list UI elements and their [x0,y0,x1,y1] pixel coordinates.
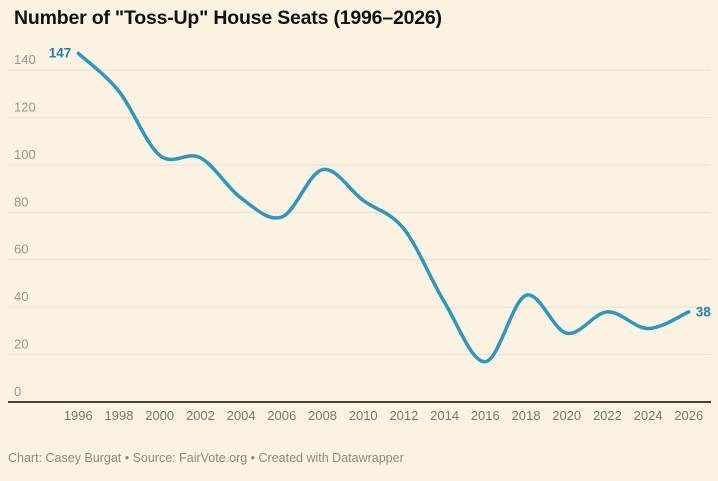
x-tick-label: 2008 [308,408,337,423]
gridlines [8,69,711,403]
x-tick-label: 2014 [430,408,459,423]
y-tick-label: 140 [14,52,36,67]
last-point-label: 38 [696,304,712,319]
chart-title: Number of "Toss-Up" House Seats (1996–20… [14,7,442,29]
y-tick-label: 60 [14,242,28,257]
x-tick-label: 2016 [471,408,500,423]
x-tick-label: 2006 [267,408,296,423]
x-tick-label: 2012 [389,408,418,423]
first-point-label: 147 [49,45,72,60]
y-tick-label: 20 [14,337,28,352]
x-tick-label: 2010 [349,408,378,423]
x-tick-label: 2018 [512,408,541,423]
y-tick-label: 0 [14,384,21,399]
chart-footer: Chart: Casey Burgat • Source: FairVote.o… [8,451,404,465]
x-tick-label: 2026 [674,408,703,423]
x-tick-label: 2002 [186,408,215,423]
x-tick-label: 2020 [552,408,581,423]
x-axis-labels: 1996 1998 2000 2002 2004 2006 2008 2010 2012 2014… [64,408,703,423]
data-line [76,51,691,364]
y-tick-label: 100 [14,147,36,162]
x-tick-label: 1998 [105,408,134,423]
y-tick-label: 40 [14,289,28,304]
y-tick-label: 80 [14,194,28,209]
x-tick-label: 2022 [593,408,622,423]
x-tick-label: 1996 [64,408,93,423]
x-tick-label: 2004 [227,408,256,423]
x-tick-label: 2024 [634,408,663,423]
x-tick-label: 2000 [145,408,174,423]
y-tick-label: 120 [14,99,36,114]
y-axis-labels: 0 20 40 60 80 100 120 140 [14,52,36,399]
